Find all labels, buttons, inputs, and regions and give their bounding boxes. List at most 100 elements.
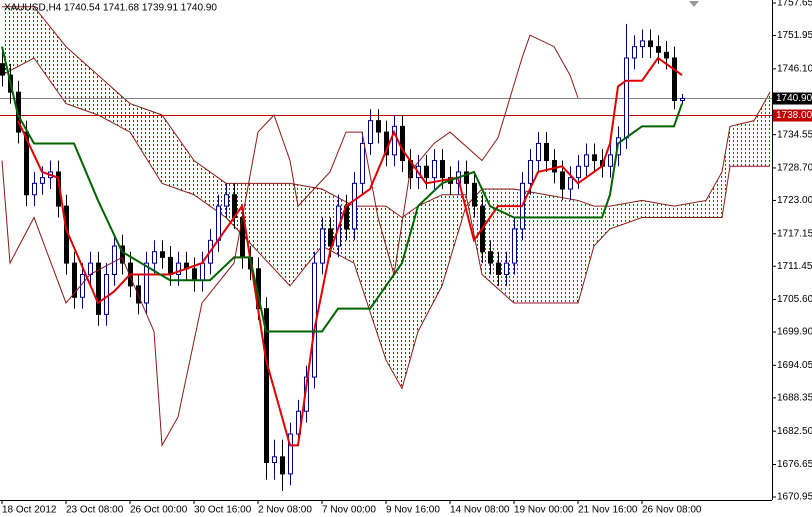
candle-body [288, 433, 293, 475]
y-tick-label: 1757.65 [777, 0, 812, 9]
y-tick-label: 1705.60 [777, 294, 812, 305]
x-tick-label: 30 Oct 16:00 [194, 505, 252, 516]
candle-body [496, 262, 501, 275]
candle-body [0, 63, 5, 76]
candle-body [104, 273, 109, 315]
candle-body [488, 251, 493, 264]
candle-body [680, 97, 685, 102]
price-label-bg [773, 109, 812, 122]
price-label: 1740.90 [776, 93, 812, 104]
candle-body [32, 182, 37, 196]
candle-body [672, 57, 677, 102]
candle-body [424, 165, 429, 179]
candle-body [152, 251, 157, 264]
cloud-fill [594, 206, 610, 247]
candle-body [624, 57, 629, 139]
candle-body [144, 262, 149, 304]
cloud-edge [2, 6, 770, 304]
cloud-fill [386, 206, 402, 389]
candle-body [200, 262, 205, 281]
candle-body [176, 262, 181, 275]
candle-body [584, 154, 589, 167]
x-tick-label: 2 Nov 08:00 [258, 505, 312, 516]
cloud-fill [2, 6, 34, 76]
y-tick-label: 1751.95 [777, 30, 812, 41]
cloud-fill [34, 6, 66, 104]
candle-body [536, 142, 541, 162]
cloud-fill [354, 206, 386, 360]
y-tick-label: 1717.15 [777, 228, 812, 239]
y-tick-label: 1670.95 [777, 492, 812, 503]
candle-body [608, 154, 613, 167]
candle-body [368, 120, 373, 144]
candle-body [376, 120, 381, 133]
x-tick-label: 14 Nov 08:00 [450, 505, 510, 516]
y-tick-label: 1728.70 [777, 163, 812, 174]
y-tick-label: 1711.45 [777, 261, 812, 272]
cloud-fill [578, 200, 594, 303]
candle-body [160, 251, 165, 258]
plot [0, 23, 772, 491]
indicator-line [1, 46, 683, 333]
chart-title: XAUUSD,H4 1740.54 1741.68 1739.91 1740.9… [4, 3, 217, 14]
candle-body [528, 160, 533, 184]
candle-body [280, 456, 285, 475]
candle-body [192, 268, 197, 281]
cloud-edge [1, 57, 771, 390]
candle-body [576, 165, 581, 179]
scroll-indicator [689, 1, 699, 7]
cloud-fill [706, 171, 722, 218]
cloud-fill [98, 75, 130, 133]
y-tick-label: 1688.35 [777, 392, 812, 403]
candle-body [88, 262, 93, 275]
cloud-fill [722, 126, 730, 218]
candle-body [632, 46, 637, 59]
candle-body [544, 142, 549, 162]
cloud-fill [442, 194, 466, 286]
candle-body [656, 46, 661, 53]
candle-body [472, 182, 477, 207]
x-tick-label: 18 Oct 2012 [2, 505, 57, 516]
candle-body [224, 194, 229, 207]
candle-body [504, 262, 509, 275]
candle-body [400, 125, 405, 162]
candle-body [592, 154, 597, 162]
candle-body [552, 160, 557, 173]
candle-body [568, 177, 573, 190]
cloud-fill [730, 120, 754, 167]
cloud-fill [258, 183, 290, 286]
cloud-fill [754, 92, 770, 167]
candle-body [440, 160, 445, 179]
cloud-fill [290, 183, 322, 286]
x-tick-label: 21 Nov 16:00 [578, 505, 638, 516]
cloud-fill [610, 200, 642, 229]
x-tick-label: 19 Nov 00:00 [514, 505, 574, 516]
candle-body [640, 40, 645, 48]
x-tick-label: 9 Nov 16:00 [386, 505, 440, 516]
candle-body [320, 228, 325, 264]
candle-body [272, 456, 277, 464]
candle-body [168, 256, 173, 275]
cloud-fill [546, 194, 578, 303]
x-tick-label: 7 Nov 00:00 [322, 505, 376, 516]
y-tick-label: 1723.00 [777, 195, 812, 206]
x-tick-label: 26 Oct 00:00 [130, 505, 188, 516]
candle-body [96, 262, 101, 315]
x-tick-label: 23 Oct 08:00 [66, 505, 124, 516]
candle-body [464, 171, 469, 184]
y-tick-label: 1734.55 [777, 129, 812, 140]
y-tick-label: 1699.90 [777, 327, 812, 338]
candle-body [264, 308, 269, 464]
candle-body [120, 245, 125, 264]
indicator-line [1, 34, 579, 448]
cloud-fill [162, 114, 194, 195]
y-tick-label: 1676.65 [777, 459, 812, 470]
candle-body [360, 142, 365, 184]
candle-body [512, 228, 517, 264]
price-label: 1738.00 [776, 110, 812, 121]
candle-body [80, 273, 85, 298]
indicator-line [17, 56, 683, 447]
candle-body [648, 40, 653, 48]
